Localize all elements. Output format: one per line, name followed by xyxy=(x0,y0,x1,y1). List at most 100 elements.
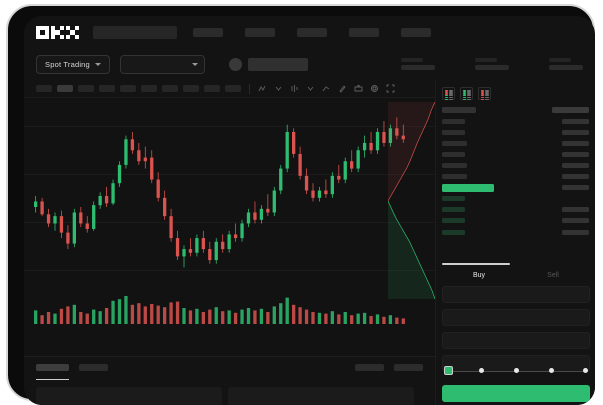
orderbook-amount-cell xyxy=(562,229,589,235)
nav-item-2[interactable] xyxy=(245,27,275,37)
slider-stop-100[interactable] xyxy=(583,367,588,373)
bottom-tab-open-orders[interactable] xyxy=(36,364,69,371)
orderbook-price-cell xyxy=(442,129,465,135)
ob-ask-row[interactable] xyxy=(442,150,589,158)
bottom-active-tab-indicator xyxy=(36,379,69,381)
nav-item-5[interactable] xyxy=(401,27,431,37)
ob-ask-row[interactable] xyxy=(442,139,589,147)
ob-ask-row[interactable] xyxy=(442,161,589,169)
chevron-down-icon xyxy=(94,62,101,66)
bottom-content-panels xyxy=(36,387,414,405)
pair-summary xyxy=(228,57,308,71)
orderbook-layout-toggles xyxy=(436,80,595,106)
timeframe-7[interactable] xyxy=(162,85,178,92)
logo-glyph-o xyxy=(36,25,49,39)
ob-header-row[interactable] xyxy=(442,106,589,114)
timeframe-6[interactable] xyxy=(141,85,157,92)
ob-ask-row[interactable] xyxy=(442,128,589,136)
slider-stop-25[interactable] xyxy=(479,367,484,373)
settings-icon[interactable] xyxy=(370,84,379,93)
nav-item-1[interactable] xyxy=(193,27,223,37)
orderbook-asks-icon[interactable] xyxy=(478,87,491,100)
bottom-action-2[interactable] xyxy=(394,364,423,371)
indicators-icon[interactable] xyxy=(258,84,267,93)
bottom-panel-left xyxy=(36,387,222,405)
device-screen: Spot Trading xyxy=(24,16,595,405)
volume-series xyxy=(34,296,405,324)
chart-tool-group xyxy=(258,84,395,93)
orderbook-amount-cell xyxy=(562,174,589,180)
price-chart-panel[interactable] xyxy=(24,98,435,356)
nav-item-4[interactable] xyxy=(349,27,379,37)
pair-price-placeholder xyxy=(247,57,308,71)
bottom-action-1[interactable] xyxy=(355,364,384,371)
stat-1 xyxy=(401,58,435,70)
chevron-down-icon xyxy=(191,62,198,66)
stat-3-label xyxy=(549,58,571,62)
chart-gridline xyxy=(24,270,435,271)
orderbook-price-cell xyxy=(442,107,476,113)
global-search-input[interactable] xyxy=(93,25,177,39)
orderbook-bids-icon[interactable] xyxy=(460,87,473,100)
timeframe-1[interactable] xyxy=(36,85,52,92)
device-bezel: Spot Trading xyxy=(6,4,595,405)
chart-gridline xyxy=(24,174,435,175)
camera-icon[interactable] xyxy=(354,84,363,93)
timeframe-3[interactable] xyxy=(78,85,94,92)
orderbook-price-cell xyxy=(442,183,494,192)
timeframe-5[interactable] xyxy=(120,85,136,92)
bottom-panel-right xyxy=(228,387,414,405)
orderbook-both-icon[interactable] xyxy=(442,87,455,100)
trading-mode-dropdown[interactable]: Spot Trading xyxy=(36,54,110,74)
ob-bid-row[interactable] xyxy=(442,228,589,236)
top-navigation-bar xyxy=(24,16,595,48)
chart-type-icon[interactable] xyxy=(290,84,299,93)
trading-pair-select[interactable] xyxy=(119,54,205,74)
timeframe-8[interactable] xyxy=(183,85,199,92)
orderbook-price-cell xyxy=(442,151,465,157)
chevron-down-icon[interactable] xyxy=(306,84,315,93)
order-price-field[interactable] xyxy=(442,286,590,303)
order-total-field[interactable] xyxy=(442,332,590,349)
timeframe-4[interactable] xyxy=(99,85,115,92)
line-tool-icon[interactable] xyxy=(322,84,331,93)
ob-bid-row[interactable] xyxy=(442,217,589,225)
slider-stop-75[interactable] xyxy=(549,367,554,373)
order-amount-field[interactable] xyxy=(442,309,590,326)
timeframe-10[interactable] xyxy=(225,85,241,92)
sub-header-bar: Spot Trading xyxy=(24,48,595,80)
orderbook-price-cell xyxy=(442,118,465,124)
nav-item-3[interactable] xyxy=(297,27,327,37)
order-percent-slider[interactable] xyxy=(444,366,588,376)
bottom-actions xyxy=(355,364,423,371)
toolbar-divider xyxy=(249,83,250,94)
pencil-icon[interactable] xyxy=(338,84,347,93)
orderbook-price-cell xyxy=(442,229,465,235)
ob-spread-row[interactable] xyxy=(442,183,589,192)
slider-stop-50[interactable] xyxy=(514,367,519,373)
ob-bid-row[interactable] xyxy=(442,206,589,214)
orderbook-amount-cell xyxy=(562,118,589,124)
orderbook-amount-cell xyxy=(562,185,589,191)
tab-sell[interactable]: Sell xyxy=(547,271,559,279)
ob-bid-row[interactable] xyxy=(442,195,589,203)
stat-2-value xyxy=(475,65,509,70)
stat-3 xyxy=(549,58,583,70)
candlestick-series xyxy=(34,117,405,268)
ob-ask-row[interactable] xyxy=(442,117,589,125)
timeframe-9[interactable] xyxy=(204,85,220,92)
bottom-tab-order-history[interactable] xyxy=(79,364,108,371)
tab-buy[interactable]: Buy xyxy=(472,271,486,279)
top-nav-items xyxy=(193,27,431,37)
orderbook-rows[interactable] xyxy=(436,106,595,236)
bottom-tabs xyxy=(24,357,435,371)
orderbook-amount-cell xyxy=(562,151,589,157)
submit-buy-button[interactable] xyxy=(442,385,590,402)
fullscreen-icon[interactable] xyxy=(386,84,395,93)
slider-handle[interactable] xyxy=(444,366,453,375)
timeframe-2[interactable] xyxy=(57,85,73,92)
okx-logo[interactable] xyxy=(36,25,79,39)
ob-ask-row[interactable] xyxy=(442,173,589,181)
chevron-down-icon[interactable] xyxy=(274,84,283,93)
